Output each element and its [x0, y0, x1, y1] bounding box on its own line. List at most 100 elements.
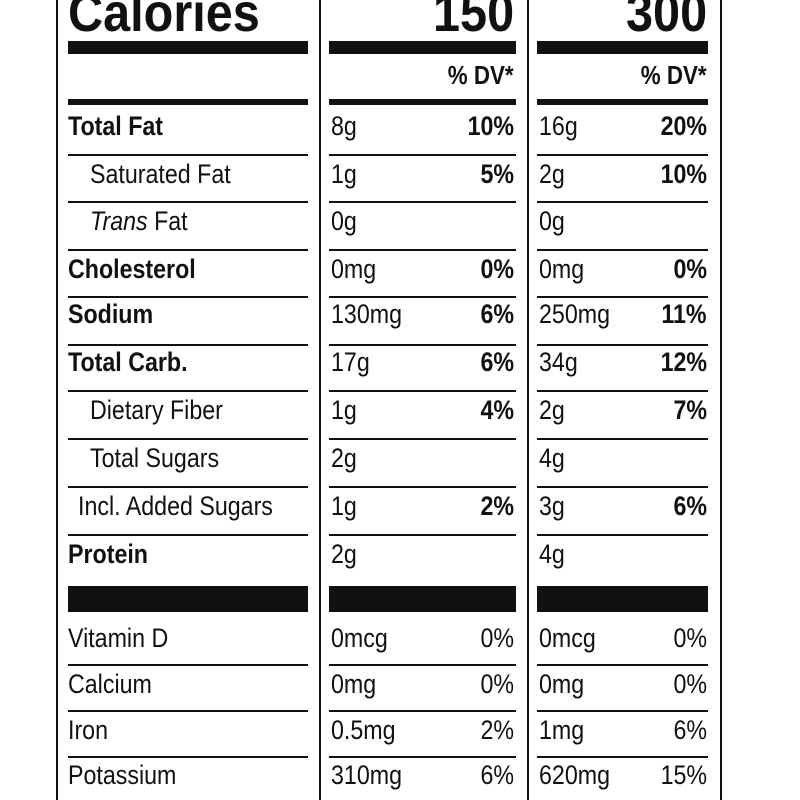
nutrient-name: Trans Fat	[90, 208, 188, 235]
dv-header-col2: % DV*	[641, 60, 707, 90]
amount-col1: 310mg	[331, 760, 403, 790]
nutrient-row-divider-1	[68, 201, 308, 203]
amount-col2: 4g	[539, 443, 565, 473]
dv-percent-col1: 0%	[480, 254, 514, 284]
dv-percent-col2: 0%	[673, 254, 707, 284]
nutrient-row-divider-1	[68, 390, 308, 392]
amount-col1: 2g	[331, 443, 357, 473]
dv-percent-col1: 2%	[480, 491, 514, 521]
vitamin-row-divider-1	[68, 756, 308, 758]
nutrient-name: Sodium	[68, 299, 154, 329]
dv-percent-col1: 6%	[480, 760, 514, 790]
vitamin-row-divider-3	[537, 756, 708, 758]
nutrient-row-divider-1	[68, 534, 308, 536]
nutrient-row-divider-3	[537, 154, 708, 156]
nutrient-row-divider-3	[537, 249, 708, 251]
amount-col1: 1g	[331, 491, 357, 521]
nutrient-row-divider-2	[329, 154, 516, 156]
amount-col2: 3g	[539, 491, 565, 521]
amount-col1: 1g	[331, 395, 357, 425]
vitamin-name: Potassium	[68, 760, 177, 790]
nutrient-row-divider-2	[329, 486, 516, 488]
nutrient-name: Total Carb.	[68, 347, 188, 377]
dv-percent-col1: 4%	[480, 395, 514, 425]
amount-col1: 0.5mg	[331, 715, 396, 745]
amount-col2: 16g	[539, 111, 578, 141]
nutrient-name-italic: Trans	[90, 206, 148, 236]
amount-col1: 0g	[331, 206, 357, 236]
calories-bar-1	[68, 41, 308, 54]
dv-percent-col1: 0%	[480, 669, 514, 699]
amount-col2: 2g	[539, 395, 565, 425]
calories-label: Calories	[68, 0, 260, 43]
dv-percent-col2: 15%	[660, 760, 707, 790]
dv-percent-col1: 0%	[480, 623, 514, 653]
dv-percent-col2: 11%	[661, 299, 707, 329]
amount-col2: 1mg	[539, 715, 585, 745]
dv-percent-col2: 10%	[660, 159, 707, 189]
dv-percent-col1: 6%	[480, 347, 514, 377]
dv-percent-col2: 6%	[673, 491, 707, 521]
nutrient-row-divider-1	[68, 438, 308, 440]
dv-percent-col2: 20%	[660, 111, 707, 141]
nutrient-row-divider-2	[329, 390, 516, 392]
amount-col2: 0g	[539, 206, 565, 236]
dv-bar-1	[68, 99, 308, 105]
vitamin-name: Iron	[68, 715, 109, 745]
nutrient-row-divider-3	[537, 344, 708, 346]
nutrient-name: Dietary Fiber	[90, 395, 223, 425]
amount-col2: 620mg	[539, 760, 611, 790]
amount-col2: 34g	[539, 347, 578, 377]
dv-percent-col2: 0%	[673, 623, 707, 653]
calories-bar-3	[537, 41, 708, 54]
dv-percent-col1: 2%	[480, 715, 514, 745]
vitamin-name: Calcium	[68, 669, 152, 699]
amount-col2: 0mg	[539, 669, 585, 699]
amount-col1: 0mg	[331, 669, 377, 699]
amount-col1: 1g	[331, 159, 357, 189]
nutrient-row-divider-1	[68, 486, 308, 488]
vitamin-row-divider-3	[537, 664, 708, 666]
dv-bar-2	[329, 99, 516, 105]
nutrient-row-divider-2	[329, 296, 516, 298]
nutrient-row-divider-1	[68, 344, 308, 346]
dv-percent-col1: 10%	[467, 111, 514, 141]
nutrient-name: Cholesterol	[68, 254, 196, 284]
nutrient-row-divider-2	[329, 534, 516, 536]
vitamin-row-divider-1	[68, 664, 308, 666]
calories-value-col2: 300	[625, 0, 707, 43]
vitamin-row-divider-2	[329, 756, 516, 758]
amount-col2: 0mcg	[539, 623, 596, 653]
nutrient-name-rest: Fat	[147, 206, 188, 236]
amount-col1: 0mcg	[331, 623, 388, 653]
nutrient-row-divider-2	[329, 438, 516, 440]
nutrient-row-divider-1	[68, 249, 308, 251]
nutrient-row-divider-3	[537, 534, 708, 536]
column-divider-left	[319, 0, 321, 800]
vitamin-separator-3	[537, 586, 708, 612]
nutrient-row-divider-2	[329, 249, 516, 251]
vitamin-separator-1	[68, 586, 308, 612]
dv-bar-3	[537, 99, 708, 105]
calories-bar-2	[329, 41, 516, 54]
nutrient-name: Total Fat	[68, 111, 164, 141]
calories-value-col1: 150	[432, 0, 514, 43]
vitamin-row-divider-2	[329, 664, 516, 666]
nutrient-name: Protein	[68, 539, 148, 569]
dv-percent-col2: 0%	[673, 669, 707, 699]
dv-percent-col1: 5%	[480, 159, 514, 189]
nutrient-name: Incl. Added Sugars	[78, 491, 273, 521]
amount-col1: 2g	[331, 539, 357, 569]
dv-header-col1: % DV*	[448, 60, 514, 90]
nutrient-name: Saturated Fat	[90, 159, 231, 189]
dv-percent-col2: 7%	[673, 395, 707, 425]
vitamin-name: Vitamin D	[68, 623, 169, 653]
vitamin-row-divider-1	[68, 710, 308, 712]
vitamin-separator-2	[329, 586, 516, 612]
amount-col1: 8g	[331, 111, 357, 141]
amount-col2: 0mg	[539, 254, 585, 284]
amount-col2: 4g	[539, 539, 565, 569]
dv-percent-col2: 12%	[660, 347, 707, 377]
dv-percent-col1: 6%	[480, 299, 514, 329]
nutrient-row-divider-3	[537, 390, 708, 392]
